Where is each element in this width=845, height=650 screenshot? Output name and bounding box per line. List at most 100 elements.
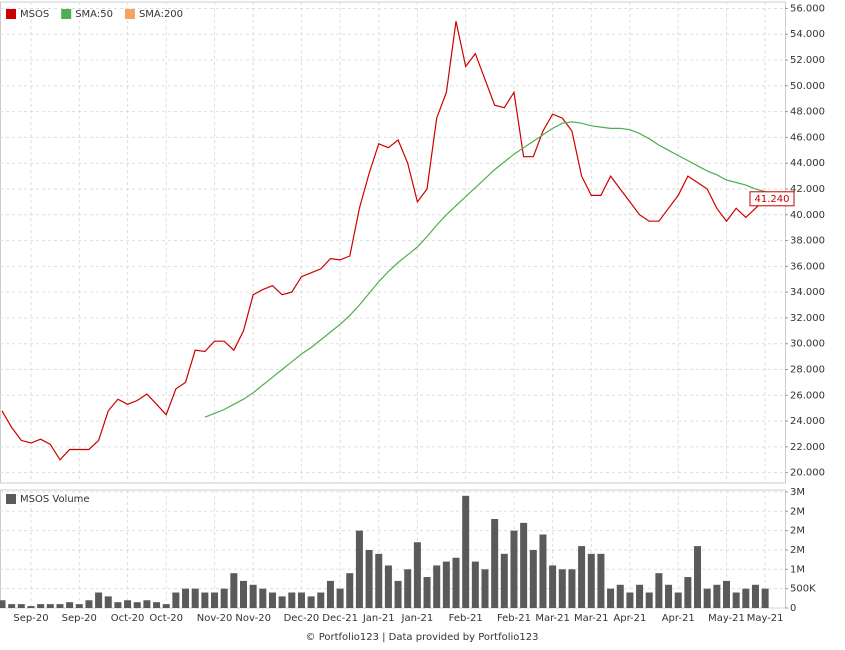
- y-tick-label: 20.000: [790, 468, 825, 479]
- legend-label: MSOS: [20, 9, 49, 20]
- volume-bar: [423, 577, 431, 608]
- x-tick-label: May-21: [708, 613, 745, 624]
- volume-bar: [307, 596, 315, 608]
- footer: © Portfolio123 | Data provided by Portfo…: [306, 632, 539, 643]
- x-tick-label: Dec-20: [284, 613, 320, 624]
- volume-bar: [597, 553, 605, 608]
- volume-bar: [578, 546, 586, 608]
- volume-bar: [703, 588, 711, 608]
- x-tick-label: May-21: [747, 613, 784, 624]
- volume-bar: [104, 596, 112, 608]
- volume-bar: [191, 588, 199, 608]
- y-tick-label: 56.000: [790, 3, 825, 14]
- volume-bar: [268, 592, 276, 608]
- volume-bar: [375, 553, 383, 608]
- volume-bar: [462, 495, 470, 608]
- y-tick-label: 2M: [790, 506, 805, 517]
- volume-bar: [240, 580, 247, 608]
- plot-frame: [0, 1, 786, 484]
- x-tick-label: Sep-20: [62, 613, 97, 624]
- volume-bar: [636, 584, 644, 608]
- volume-bar: [182, 588, 190, 608]
- volume-bar: [326, 580, 334, 608]
- volume-bar: [732, 592, 740, 608]
- legend-label: MSOS Volume: [20, 494, 90, 505]
- x-tick-label: Sep-20: [13, 613, 48, 624]
- legend-swatch: [6, 494, 16, 504]
- volume-bar: [17, 604, 25, 608]
- price-line: [1, 21, 766, 461]
- volume-bar: [452, 557, 460, 608]
- volume-bar: [336, 588, 344, 608]
- volume-bar: [655, 573, 663, 608]
- volume-bar: [211, 592, 219, 608]
- y-tick-label: 0: [790, 603, 796, 614]
- volume-bar: [355, 530, 363, 608]
- y-tick-label: 38.000: [790, 236, 825, 247]
- volume-bar: [133, 602, 141, 608]
- y-tick-label: 52.000: [790, 55, 825, 66]
- volume-bar: [172, 592, 180, 608]
- y-tick-label: 32.000: [790, 313, 825, 324]
- volume-bar: [539, 534, 547, 608]
- y-tick-label: 3M: [790, 487, 805, 498]
- volume-bar: [626, 592, 634, 608]
- volume-bar: [201, 592, 209, 608]
- volume-bar: [481, 569, 489, 608]
- y-tick-label: 36.000: [790, 261, 825, 272]
- volume-bar: [365, 549, 373, 608]
- x-tick-label: Feb-21: [497, 613, 531, 624]
- volume-bar: [249, 584, 257, 608]
- last-value-label: 41.240: [755, 194, 790, 205]
- volume-bar: [56, 604, 64, 608]
- volume-bar: [404, 569, 412, 608]
- volume-bar: [288, 592, 296, 608]
- volume-bar: [694, 546, 702, 608]
- x-tick-label: Nov-20: [197, 613, 233, 624]
- volume-bar: [761, 588, 769, 608]
- y-tick-label: 500K: [790, 584, 816, 595]
- volume-bar: [124, 600, 132, 608]
- y-tick-label: 30.000: [790, 339, 825, 350]
- y-tick-label: 48.000: [790, 107, 825, 118]
- y-tick-label: 28.000: [790, 365, 825, 376]
- volume-bar: [278, 596, 286, 608]
- volume-bar: [46, 604, 54, 608]
- volume-bar: [8, 604, 16, 608]
- volume-bar: [665, 584, 673, 608]
- volume-bar: [723, 580, 730, 608]
- volume-bar: [616, 584, 624, 608]
- volume-bar: [751, 584, 759, 608]
- volume-bar: [684, 577, 692, 608]
- volume-bar: [153, 602, 161, 608]
- legend-label: SMA:200: [139, 9, 183, 20]
- volume-bar: [220, 588, 228, 608]
- volume-bar: [568, 569, 576, 608]
- volume-bar: [549, 565, 557, 608]
- volume-bar: [471, 561, 479, 608]
- x-tick-label: Feb-21: [449, 613, 483, 624]
- volume-bar: [529, 549, 537, 608]
- legend-swatch: [6, 9, 16, 19]
- x-tick-label: Oct-20: [111, 613, 145, 624]
- legend-label: SMA:50: [75, 9, 113, 20]
- y-tick-label: 40.000: [790, 210, 825, 221]
- volume-bar: [230, 573, 238, 608]
- y-tick-label: 54.000: [790, 29, 825, 40]
- y-tick-label: 2M: [790, 526, 805, 537]
- volume-bar: [742, 588, 750, 608]
- y-tick-label: 42.000: [790, 184, 825, 195]
- x-tick-label: Mar-21: [535, 613, 570, 624]
- volume-bar: [442, 561, 450, 608]
- y-tick-label: 2M: [790, 545, 805, 556]
- y-tick-label: 46.000: [790, 132, 825, 143]
- x-tick-label: Jan-21: [401, 613, 434, 624]
- volume-bar: [114, 602, 122, 608]
- volume-bar: [558, 569, 566, 608]
- y-tick-label: 34.000: [790, 287, 825, 298]
- y-tick-label: 50.000: [790, 81, 825, 92]
- volume-bar: [384, 565, 392, 608]
- x-tick-label: Oct-20: [149, 613, 183, 624]
- volume-bar: [433, 565, 441, 608]
